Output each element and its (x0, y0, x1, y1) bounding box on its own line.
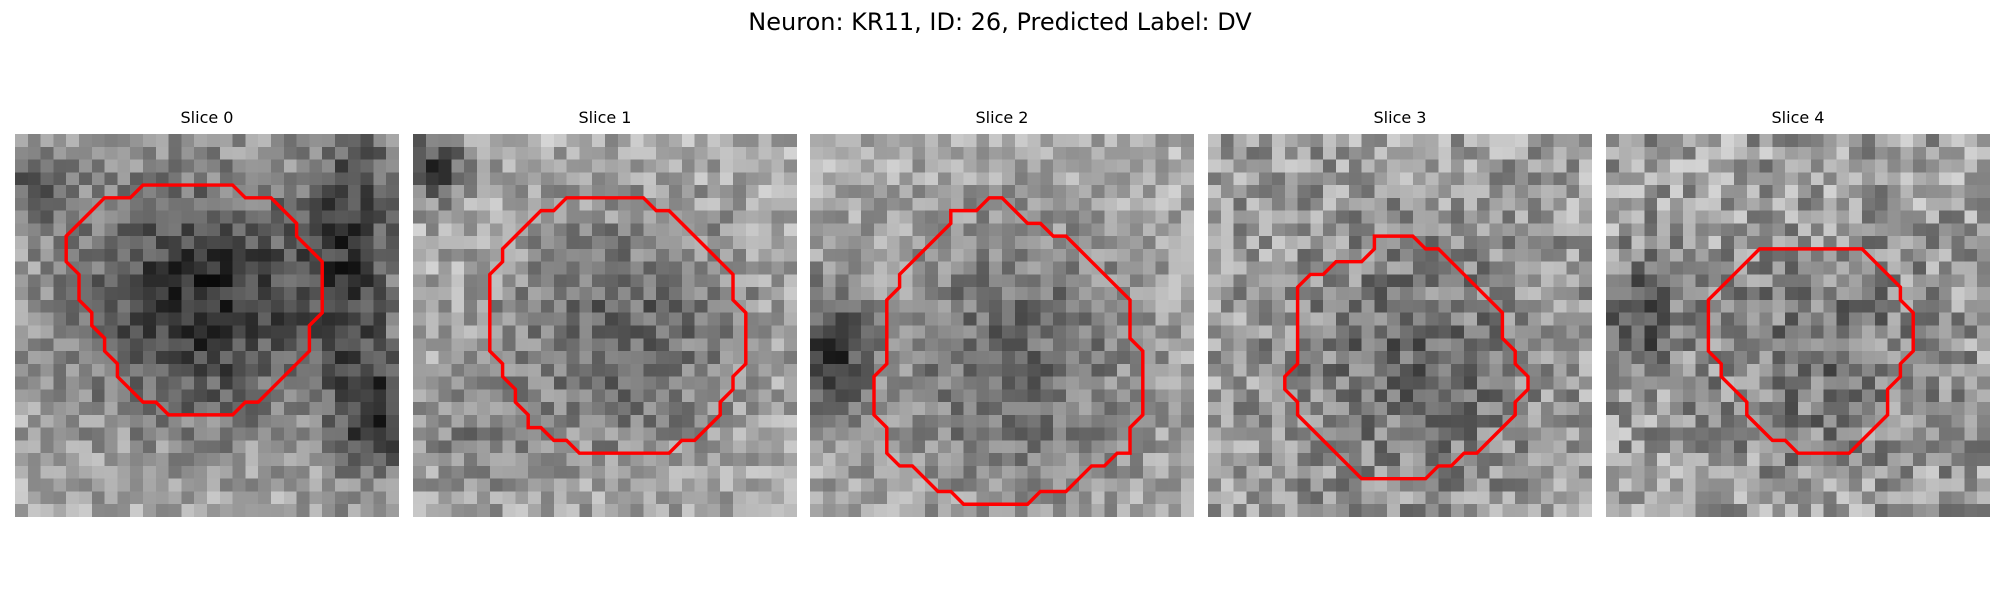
slice-panel-1: Slice 1 (413, 108, 797, 517)
slice-panel-0: Slice 0 (15, 108, 399, 517)
slice-image-3 (1208, 134, 1592, 517)
slice-title-3: Slice 3 (1373, 108, 1427, 127)
slice-panel-2: Slice 2 (810, 108, 1194, 517)
roi-contour-3 (1283, 234, 1530, 481)
roi-outline-3 (1283, 234, 1530, 481)
roi-contour-4 (1706, 247, 1915, 455)
roi-outline-0 (64, 183, 324, 417)
slice-title-2: Slice 2 (975, 108, 1029, 127)
slice-panel-3: Slice 3 (1208, 108, 1592, 517)
slice-image-0 (15, 134, 399, 517)
roi-outline-1 (488, 196, 748, 455)
roi-outline-2 (872, 196, 1145, 506)
roi-contour-0 (64, 183, 324, 417)
slice-title-4: Slice 4 (1771, 108, 1825, 127)
roi-outline-4 (1706, 247, 1915, 455)
slice-title-0: Slice 0 (180, 108, 234, 127)
roi-contour-1 (488, 196, 748, 455)
slice-title-1: Slice 1 (578, 108, 632, 127)
slice-panel-4: Slice 4 (1606, 108, 1990, 517)
roi-contour-2 (872, 196, 1145, 506)
figure-title: Neuron: KR11, ID: 26, Predicted Label: D… (748, 8, 1252, 36)
